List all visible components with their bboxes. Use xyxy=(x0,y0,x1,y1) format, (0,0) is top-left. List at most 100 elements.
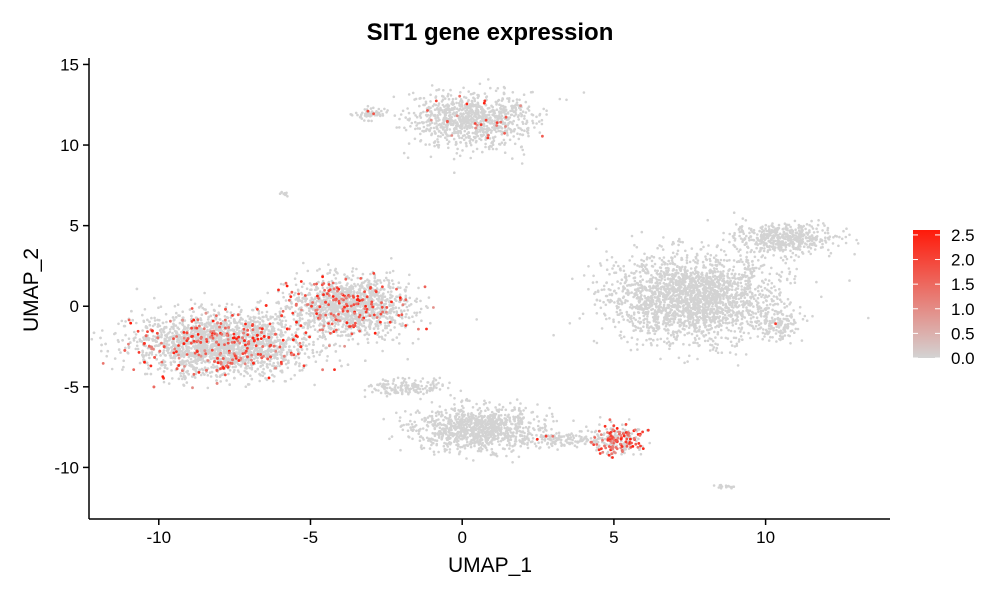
cell-point xyxy=(178,347,182,351)
cell-point xyxy=(427,128,431,132)
cell-point xyxy=(200,348,203,352)
cell-point xyxy=(390,257,393,260)
cell-point xyxy=(391,294,394,298)
cell-point xyxy=(454,111,457,115)
cell-point xyxy=(375,307,379,310)
cell-point xyxy=(448,111,452,114)
cell-point xyxy=(436,140,440,144)
cell-point xyxy=(287,361,290,365)
cell-point xyxy=(117,322,120,326)
cell-point xyxy=(207,315,210,319)
cell-point xyxy=(178,333,181,337)
cell-point xyxy=(514,106,517,109)
cell-point xyxy=(283,315,286,319)
cell-point xyxy=(324,346,328,350)
cell-point xyxy=(159,354,162,357)
cell-point xyxy=(276,357,279,361)
cell-point xyxy=(503,151,507,154)
cell-point xyxy=(482,113,486,116)
cell-point xyxy=(514,103,518,107)
cell-point xyxy=(360,113,363,116)
cell-point xyxy=(174,324,178,327)
cell-point xyxy=(334,277,338,280)
cell-point xyxy=(355,315,358,318)
cell-point xyxy=(147,364,150,367)
cell-point xyxy=(264,328,267,331)
cell-point xyxy=(181,377,184,381)
cell-point xyxy=(189,354,192,357)
cell-point xyxy=(258,379,262,383)
cell-point xyxy=(391,269,395,273)
cell-point xyxy=(462,113,465,116)
cell-point xyxy=(427,296,431,299)
cell-point xyxy=(437,102,441,105)
cell-point xyxy=(418,127,422,130)
cell-point xyxy=(289,377,293,381)
cell-point xyxy=(338,281,341,284)
cell-point xyxy=(122,365,125,369)
cell-point xyxy=(312,324,315,328)
cell-point xyxy=(165,320,168,324)
cell-point xyxy=(297,289,300,292)
cell-point xyxy=(411,341,415,345)
cell-point xyxy=(114,331,117,335)
cell-point xyxy=(491,126,494,129)
cell-point xyxy=(225,379,228,382)
cell-point xyxy=(374,111,378,114)
cell-point xyxy=(387,300,391,304)
cell-point xyxy=(730,288,734,292)
cell-point xyxy=(278,192,282,195)
cell-point xyxy=(417,286,420,290)
cell-point xyxy=(203,323,207,326)
cell-point xyxy=(523,117,526,120)
cell-point xyxy=(168,337,172,341)
cell-point xyxy=(514,111,517,114)
cell-point xyxy=(250,377,254,381)
cell-point xyxy=(327,308,331,311)
cell-point xyxy=(519,127,522,130)
cell-point xyxy=(174,316,178,319)
cell-point xyxy=(190,364,194,367)
cell-point xyxy=(169,328,172,331)
cell-point xyxy=(502,106,506,110)
cell-point xyxy=(474,140,478,144)
cell-point xyxy=(365,331,369,335)
cell-point xyxy=(173,356,177,360)
cell-point xyxy=(518,98,521,102)
cell-point xyxy=(489,86,492,90)
cell-point xyxy=(311,351,315,355)
cell-point xyxy=(366,337,369,341)
cell-point xyxy=(468,126,472,130)
cell-point xyxy=(162,351,165,355)
cell-point xyxy=(497,98,501,102)
cell-point xyxy=(519,112,522,115)
cell-point xyxy=(190,314,193,318)
cell-point xyxy=(334,350,338,353)
cell-point xyxy=(171,341,175,345)
cell-point xyxy=(153,319,157,322)
cell-point xyxy=(286,195,289,198)
cell-point xyxy=(119,351,122,354)
cell-point xyxy=(500,117,503,120)
cell-point xyxy=(521,122,525,125)
cell-point xyxy=(318,267,321,271)
cell-point xyxy=(477,116,481,120)
cell-point xyxy=(280,190,284,194)
cell-point xyxy=(322,333,325,337)
cell-point xyxy=(511,104,514,108)
cell-point xyxy=(402,151,406,155)
cell-point xyxy=(772,303,775,307)
cell-point xyxy=(390,279,394,282)
cell-point xyxy=(377,331,381,334)
cell-point xyxy=(387,324,391,327)
cell-point xyxy=(313,321,316,324)
cell-point xyxy=(448,108,451,111)
cell-point xyxy=(298,369,302,372)
cell-point xyxy=(206,386,210,390)
cell-point xyxy=(171,331,174,335)
cell-point xyxy=(485,96,488,99)
cell-point xyxy=(346,289,350,293)
cell-point xyxy=(485,127,488,131)
cell-point xyxy=(290,333,294,337)
cell-point xyxy=(226,347,230,350)
